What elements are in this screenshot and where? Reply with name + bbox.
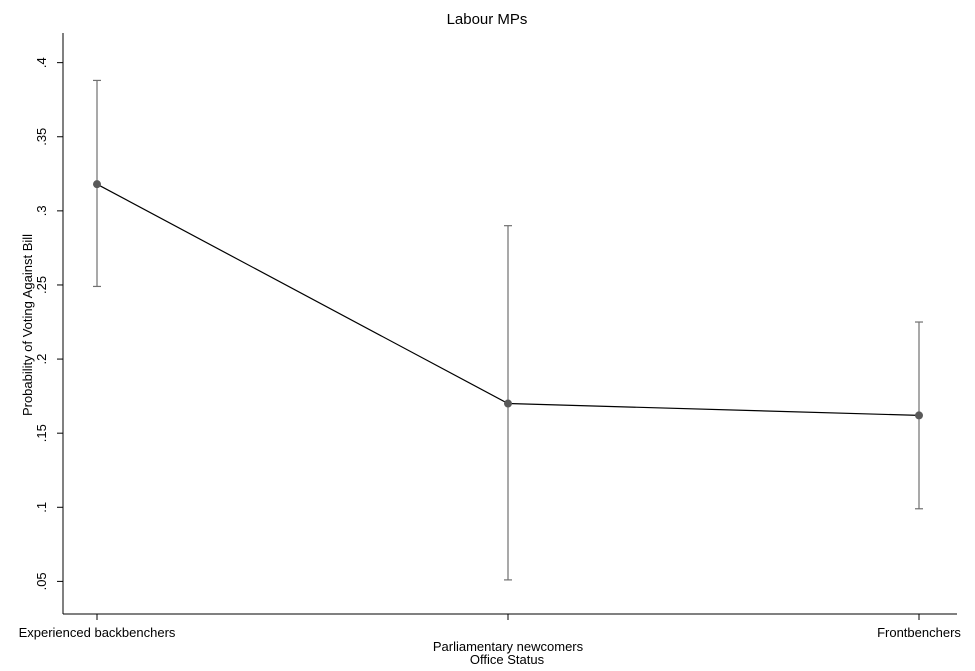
- x-tick-label: Experienced backbenchers: [19, 625, 176, 640]
- x-axis: Experienced backbenchers Parliamentary ne…: [19, 613, 961, 654]
- y-tick-label: .2: [34, 354, 49, 365]
- x-tick-label: Parliamentary newcomers: [433, 639, 584, 654]
- y-axis: .05 .1 .15 .2 .25 .3 .35 .4: [34, 33, 64, 614]
- y-tick-label: .15: [34, 424, 49, 442]
- y-tick-label: .4: [34, 57, 49, 68]
- y-tick-label: .1: [34, 502, 49, 513]
- error-bars: [93, 79, 923, 581]
- chart-title: Labour MPs: [447, 11, 528, 28]
- x-axis-label: Office Status: [470, 652, 545, 667]
- y-tick-label: .35: [34, 128, 49, 146]
- data-point: [93, 180, 101, 189]
- y-axis-label: Probability of Voting Against Bill: [20, 234, 35, 416]
- x-tick-label: Frontbenchers: [877, 625, 961, 640]
- markers: [93, 180, 923, 420]
- y-tick-label: .05: [34, 572, 49, 590]
- data-point: [915, 411, 923, 420]
- data-point: [504, 399, 512, 408]
- y-tick-label: .25: [34, 276, 49, 294]
- y-tick-label: .3: [34, 205, 49, 216]
